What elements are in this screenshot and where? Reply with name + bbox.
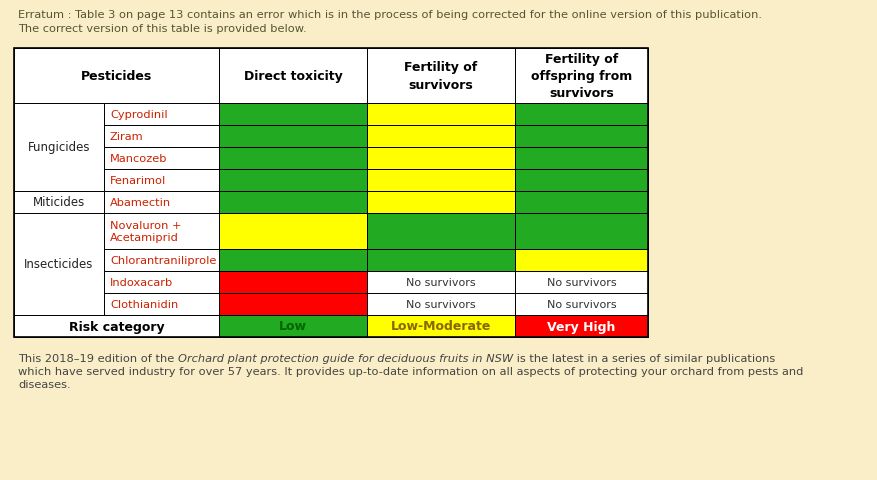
Text: Direct toxicity: Direct toxicity: [244, 70, 342, 83]
Bar: [515, 104, 648, 126]
Bar: [367, 214, 515, 250]
Bar: [367, 126, 515, 148]
Text: Indoxacarb: Indoxacarb: [110, 277, 174, 288]
Text: Cyprodinil: Cyprodinil: [110, 110, 168, 120]
Bar: [219, 250, 367, 271]
Bar: [14, 49, 219, 104]
Text: Fertility of
offspring from
survivors: Fertility of offspring from survivors: [531, 53, 632, 100]
Text: Chlorantraniliprole: Chlorantraniliprole: [110, 255, 217, 265]
Text: No survivors: No survivors: [406, 277, 476, 288]
Text: Insecticides: Insecticides: [25, 258, 94, 271]
Bar: [367, 104, 515, 126]
Text: Pesticides: Pesticides: [81, 70, 152, 83]
Bar: [219, 169, 367, 192]
Text: Low-Moderate: Low-Moderate: [391, 320, 491, 333]
Bar: [515, 315, 648, 337]
Text: Low: Low: [279, 320, 307, 333]
Text: Mancozeb: Mancozeb: [110, 154, 168, 164]
Bar: [515, 169, 648, 192]
Text: No survivors: No survivors: [546, 277, 617, 288]
Bar: [104, 271, 219, 293]
Bar: [515, 148, 648, 169]
Text: Fenarimol: Fenarimol: [110, 176, 167, 186]
Text: Abamectin: Abamectin: [110, 198, 171, 207]
Text: is the latest in a series of similar publications: is the latest in a series of similar pub…: [513, 353, 775, 363]
Bar: [219, 271, 367, 293]
Text: diseases.: diseases.: [18, 379, 71, 389]
Bar: [219, 126, 367, 148]
Text: Erratum : Table 3 on page 13 contains an error which is in the process of being : Erratum : Table 3 on page 13 contains an…: [18, 10, 762, 20]
Bar: [515, 126, 648, 148]
Bar: [219, 293, 367, 315]
Bar: [104, 126, 219, 148]
Text: Ziram: Ziram: [110, 132, 144, 142]
Bar: [14, 315, 219, 337]
Bar: [14, 192, 104, 214]
Bar: [219, 315, 367, 337]
Text: Fertility of
survivors: Fertility of survivors: [404, 61, 478, 92]
Bar: [104, 148, 219, 169]
Bar: [104, 169, 219, 192]
Bar: [104, 293, 219, 315]
Bar: [367, 315, 515, 337]
Text: Miticides: Miticides: [32, 196, 85, 209]
Bar: [104, 214, 219, 250]
Bar: [367, 49, 515, 104]
Text: Fungicides: Fungicides: [28, 141, 90, 154]
Text: which have served industry for over 57 years. It provides up-to-date information: which have served industry for over 57 y…: [18, 366, 803, 376]
Text: Orchard plant protection guide for deciduous fruits in NSW: Orchard plant protection guide for decid…: [178, 353, 513, 363]
Bar: [14, 214, 104, 315]
Text: Very High: Very High: [547, 320, 616, 333]
Bar: [367, 293, 515, 315]
Bar: [515, 271, 648, 293]
Bar: [515, 293, 648, 315]
Text: Novaluron +
Acetamiprid: Novaluron + Acetamiprid: [110, 220, 182, 243]
Bar: [219, 192, 367, 214]
Bar: [367, 250, 515, 271]
Bar: [515, 250, 648, 271]
Text: No survivors: No survivors: [546, 300, 617, 309]
Bar: [104, 104, 219, 126]
Bar: [219, 104, 367, 126]
Bar: [14, 49, 648, 337]
Bar: [104, 250, 219, 271]
Text: No survivors: No survivors: [406, 300, 476, 309]
Bar: [367, 271, 515, 293]
Bar: [367, 192, 515, 214]
Text: Clothianidin: Clothianidin: [110, 300, 178, 309]
Bar: [367, 169, 515, 192]
Bar: [367, 148, 515, 169]
Text: This 2018–19 edition of the: This 2018–19 edition of the: [18, 353, 178, 363]
Bar: [219, 214, 367, 250]
Text: Risk category: Risk category: [68, 320, 164, 333]
Bar: [515, 214, 648, 250]
Bar: [515, 49, 648, 104]
Text: The correct version of this table is provided below.: The correct version of this table is pro…: [18, 24, 307, 34]
Bar: [104, 192, 219, 214]
Bar: [219, 49, 367, 104]
Bar: [515, 192, 648, 214]
Bar: [14, 104, 104, 192]
Bar: [219, 148, 367, 169]
